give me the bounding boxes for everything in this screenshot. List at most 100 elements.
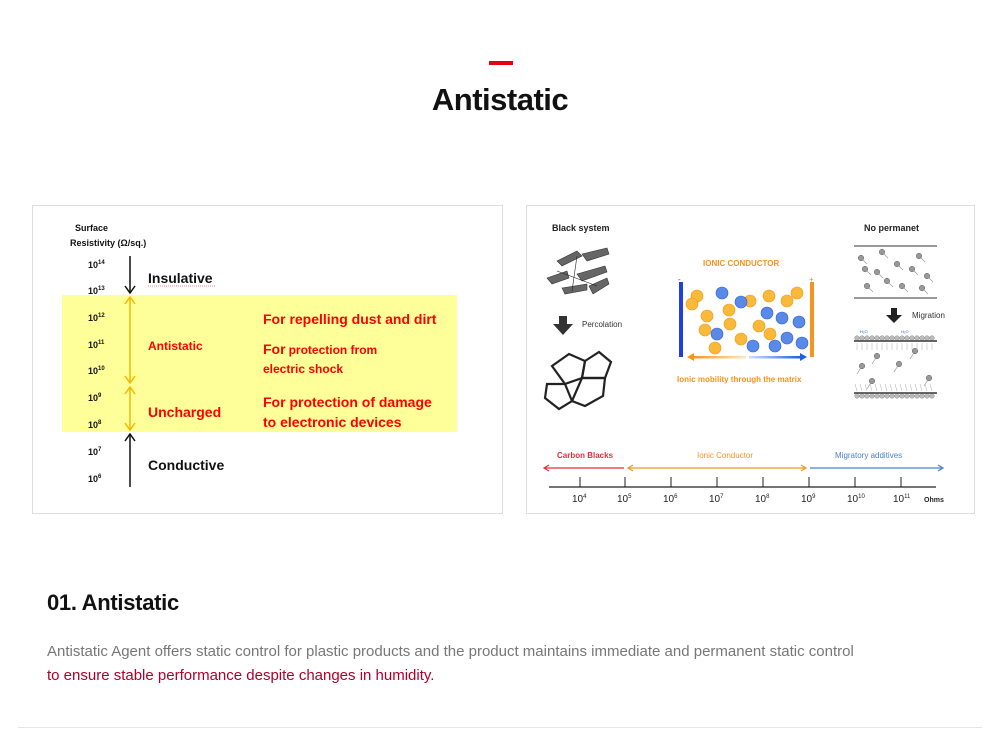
surface-molecule-icon (929, 393, 935, 399)
surface-molecule-icon (929, 335, 935, 341)
molecule-tail (874, 383, 878, 392)
molecule-icon (858, 362, 866, 370)
no-permanent-label: No permanet (864, 223, 919, 233)
description-text: Antistatic Agent offers static control f… (47, 643, 854, 660)
anion-icon (715, 286, 729, 300)
molecule-icon (878, 248, 886, 256)
surface-molecule-icon (919, 393, 925, 399)
resistivity-scale-figure: Surface Resistivity (Ω/sq.) 1014 1013 1012… (32, 205, 503, 514)
anion-icon (760, 306, 774, 320)
antistatic-mechanism-figure: Black system Percolation IONIC CONDUCTOR… (526, 205, 975, 514)
range-carbon-blacks: Carbon Blacks (557, 451, 614, 460)
page-title: Antistatic (431, 82, 569, 117)
molecule-icon (863, 282, 871, 290)
axis-title: Surface (75, 223, 108, 233)
anion-icon (780, 331, 794, 345)
range-carbon-arrow (542, 464, 624, 472)
note-damage: For protection of damage (263, 394, 432, 410)
resistivity-level: 1013 (88, 286, 105, 296)
axis-tick-label: 107 (709, 494, 724, 505)
anion-icon (792, 315, 806, 329)
resistivity-level: 1012 (88, 313, 105, 323)
molecule-icon (861, 265, 869, 273)
percolated-network-illustration (543, 350, 613, 411)
additive-molecules-illustration (856, 248, 934, 390)
surface-molecule-icon (914, 393, 920, 399)
molecule-tail (889, 383, 893, 392)
cation-icon (780, 294, 794, 308)
surface-molecule-icon (899, 393, 905, 399)
surface-molecule-icon (889, 335, 895, 341)
cation-icon (722, 303, 736, 317)
surface-molecule-icon (904, 393, 910, 399)
title-accent-bar (489, 61, 513, 65)
ions-illustration (685, 286, 809, 355)
axis-tick-label: 108 (755, 494, 770, 505)
ionic-caption: Ionic mobility through the matrix (677, 375, 802, 384)
molecule-tail (869, 383, 873, 392)
anion-icon (710, 327, 724, 341)
molecule-tail (899, 383, 903, 392)
cation-icon (698, 323, 712, 337)
molecule-icon (883, 277, 891, 285)
molecule-icon (923, 272, 931, 280)
migration-label: Migration (912, 311, 945, 320)
molecule-tail (919, 383, 923, 392)
note-shock-line2: electric shock (263, 362, 343, 376)
percolation-label: Percolation (582, 320, 622, 329)
molecule-tail (924, 383, 928, 392)
anion-icon (734, 295, 748, 309)
resistivity-level: 109 (88, 393, 102, 403)
resistivity-level: 107 (88, 447, 102, 457)
cation-icon (734, 332, 748, 346)
positive-electrode (810, 282, 814, 357)
cation-icon (708, 341, 722, 355)
plus-sign: + (809, 275, 814, 284)
axis-tick-label: 109 (801, 494, 816, 505)
black-system-label: Black system (552, 223, 610, 233)
anion-icon (768, 339, 782, 353)
note-shock: For protection from (263, 341, 377, 357)
surface-molecule-icon (894, 393, 900, 399)
resistivity-level: 106 (88, 474, 102, 484)
axis-unit: Ohms (924, 497, 944, 504)
cation-icon (723, 317, 737, 331)
axis-title-unit: Resistivity (Ω/sq.) (70, 238, 146, 248)
molecule-tail (929, 383, 933, 392)
surface-molecule-icon (854, 335, 860, 341)
antistatic-label: Antistatic (148, 339, 203, 353)
molecule-tail (909, 383, 913, 392)
divider (18, 727, 982, 728)
surface-molecule-icon (879, 393, 885, 399)
axis-tick-label: 105 (617, 494, 632, 505)
surface-molecule-icon (924, 393, 930, 399)
resistivity-level: 108 (88, 420, 102, 430)
molecule-icon (873, 268, 881, 276)
molecule-tail (864, 383, 868, 392)
surface-molecule-icon (889, 393, 895, 399)
note-damage-line2: to electronic devices (263, 414, 402, 430)
molecule-tail (904, 383, 908, 392)
surface-molecule-icon (854, 393, 860, 399)
resistivity-level: 1011 (88, 340, 105, 350)
surface-molecule-icon (904, 335, 910, 341)
molecule-icon (873, 352, 881, 360)
water-label: H₂O (860, 329, 868, 334)
molecule-icon (857, 254, 865, 262)
water-label: H₂O (901, 329, 909, 334)
anion-icon (775, 311, 789, 325)
surface-molecule-icon (869, 393, 875, 399)
molecule-icon (918, 284, 926, 292)
cation-icon (762, 289, 776, 303)
range-ionic-arrow (626, 464, 808, 472)
surface-molecule-icon (884, 335, 890, 341)
note-dust: For repelling dust and dirt (263, 311, 437, 327)
axis-tick-label: 1011 (893, 494, 911, 505)
molecule-icon (915, 252, 923, 260)
migration-arrow-icon (886, 308, 902, 323)
resistivity-level: 1010 (88, 366, 105, 376)
surface-molecule-icon (919, 335, 925, 341)
cation-icon (752, 319, 766, 333)
surface-molecule-icon (864, 335, 870, 341)
molecule-icon (868, 377, 876, 385)
